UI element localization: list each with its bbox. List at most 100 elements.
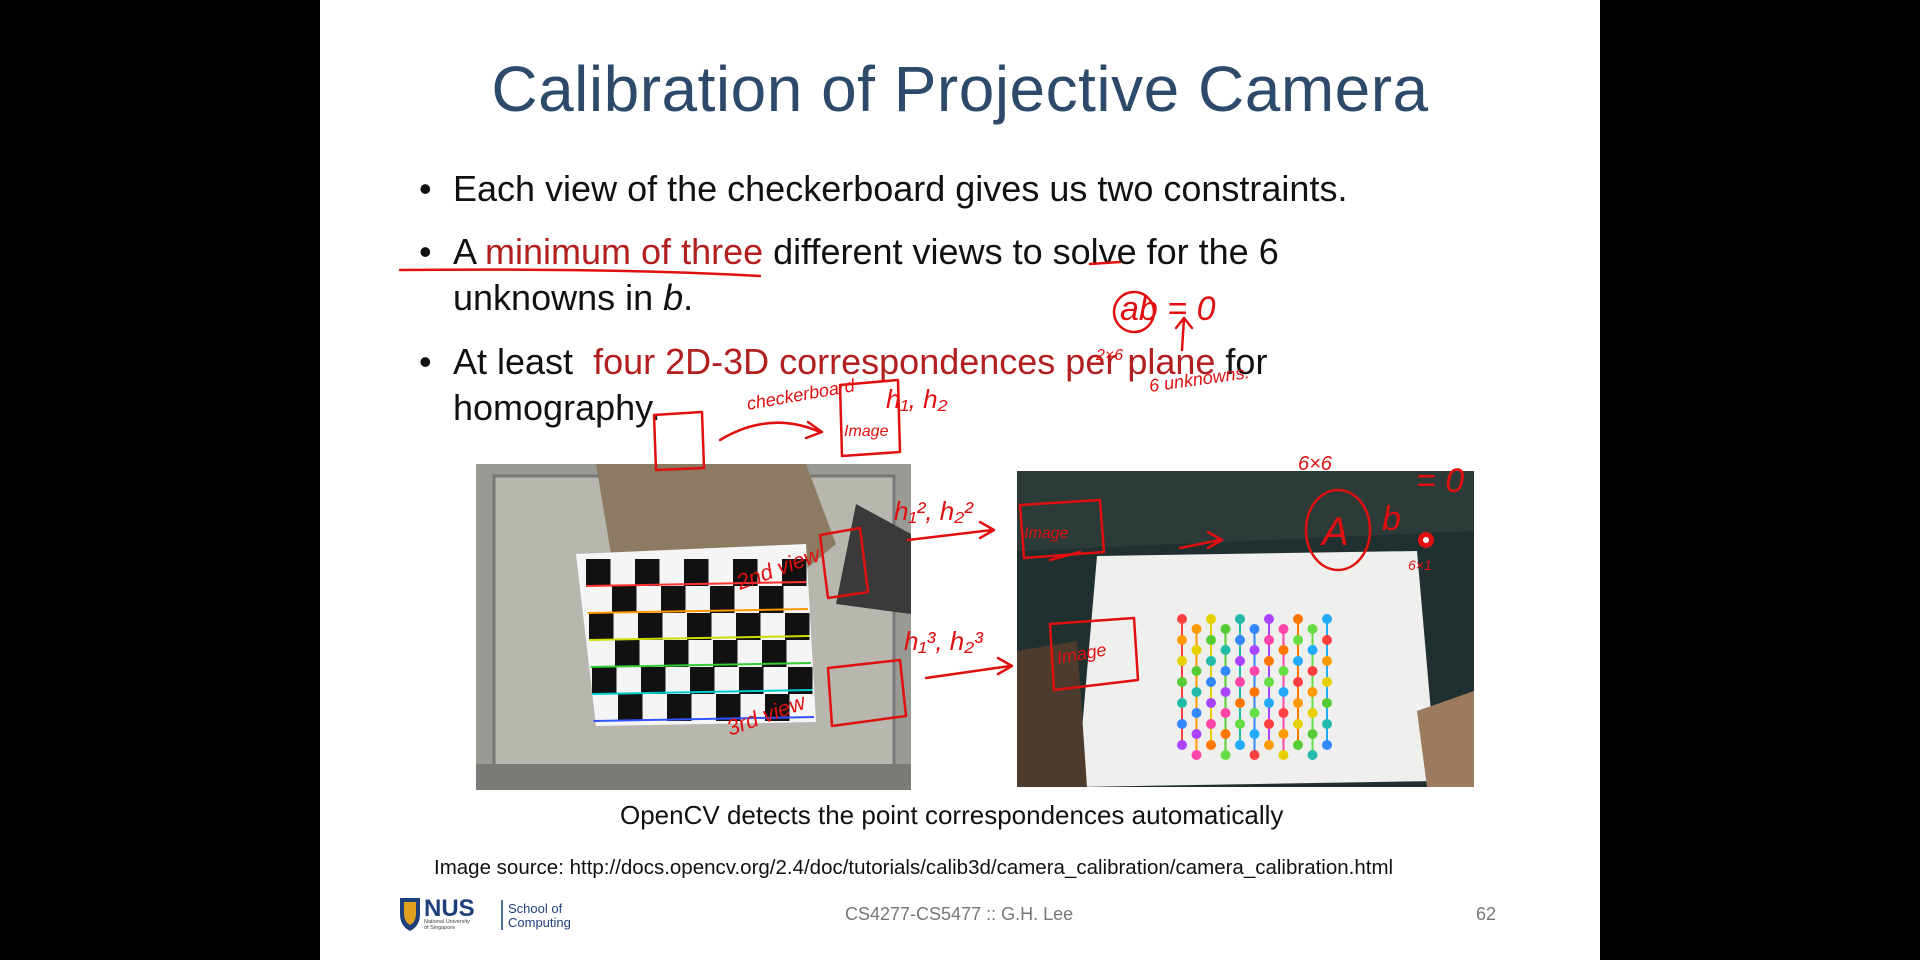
bullet-dot: • [419, 231, 432, 272]
checker-square [736, 613, 761, 640]
grid-point [1249, 687, 1260, 697]
grid-point [1278, 729, 1289, 739]
grid-point [1206, 677, 1216, 687]
bullet-dot: • [419, 168, 432, 209]
grid-point [1249, 666, 1260, 676]
grid-point [1307, 750, 1318, 760]
grid-point [1191, 624, 1202, 634]
checker-square [638, 613, 663, 640]
nus-crest-icon [400, 898, 503, 931]
grid-point [1177, 614, 1187, 624]
grid-point [1322, 698, 1332, 708]
grid-point [1191, 687, 1202, 697]
checkerboard-grid [585, 559, 815, 722]
bullet-1-text: Each view of the checkerboard gives us t… [453, 168, 1348, 209]
slide-title: Calibration of Projective Camera [491, 53, 1429, 125]
checker-square [684, 559, 709, 586]
footer-course: CS4277-CS5477 :: G.H. Lee [845, 904, 1074, 924]
bullet-2-b-var: b [663, 277, 684, 318]
school-line-2: Computing [508, 915, 571, 930]
bullet-2: • A minimum of three different views to … [419, 229, 1279, 321]
grid-point [1264, 719, 1274, 729]
grid-point [1264, 635, 1274, 645]
corner-row-line [588, 635, 810, 641]
bullet-2-highlight: minimum of three [485, 231, 764, 272]
grid-point [1206, 614, 1216, 624]
grid-point [1249, 645, 1260, 655]
image-source-url[interactable]: http://docs.opencv.org/2.4/doc/tutorials… [569, 856, 1394, 879]
grid-point [1293, 656, 1303, 666]
checker-square [615, 640, 640, 667]
grid-point [1322, 614, 1332, 624]
grid-point [1322, 740, 1332, 750]
grid-point [1322, 635, 1332, 645]
grid-point [1293, 698, 1303, 708]
corner-row-line [587, 608, 809, 614]
grid-point [1206, 656, 1216, 666]
bullet-2-text-b: different views to solve for the 6 [763, 231, 1279, 272]
grid-point [1293, 740, 1303, 750]
note-h1-3: h₁³, h₂³ [904, 626, 984, 656]
checker-square [618, 694, 643, 721]
grid-point [1177, 740, 1187, 750]
grid-point [1177, 698, 1187, 708]
circle-grid-photo [1017, 471, 1474, 787]
grid-point [1307, 729, 1318, 739]
checker-square [586, 559, 611, 586]
checker-square [612, 586, 637, 613]
checker-square [690, 667, 715, 694]
bullet-2-text-a: A [453, 231, 486, 272]
checker-square [661, 586, 686, 613]
figure-caption: OpenCV detects the point correspondences… [620, 800, 1284, 830]
grid-point [1249, 624, 1260, 634]
arrow-3 [924, 656, 1014, 680]
checker-square [592, 667, 617, 694]
grid-point [1235, 635, 1245, 645]
checker-square [713, 640, 738, 667]
grid-point [1235, 698, 1245, 708]
nus-subtitle-1: National University [424, 919, 470, 925]
arrow-2 [906, 520, 996, 542]
grid-point [1191, 729, 1202, 739]
grid-point [1235, 677, 1245, 687]
grid-point [1235, 740, 1245, 750]
grid-point [1220, 624, 1231, 634]
grid-point [1235, 656, 1245, 666]
grid-point [1278, 624, 1289, 634]
corner-row-line [593, 716, 815, 722]
grid-point [1220, 645, 1231, 655]
grid-point [1191, 750, 1202, 760]
checker-square [635, 559, 660, 586]
grid-point [1206, 698, 1216, 708]
grid-point [1264, 677, 1274, 687]
grid-point [1278, 645, 1289, 655]
grid-point [1307, 708, 1318, 718]
grid-point [1249, 708, 1260, 718]
checkerboard-photo [476, 464, 911, 790]
grid-point [1307, 645, 1318, 655]
bullet-3-text-a: At least [453, 341, 594, 382]
circle-grid-photo-art [1017, 471, 1474, 787]
checkerboard-photo-art [476, 464, 911, 790]
checker-square [664, 640, 689, 667]
grid-point [1293, 677, 1303, 687]
grid-point [1235, 614, 1245, 624]
grid-point [1235, 719, 1245, 729]
grid-point [1264, 740, 1274, 750]
grid-point [1293, 635, 1303, 645]
grid-point [1307, 624, 1318, 634]
grid-point [1293, 719, 1303, 729]
checker-square [589, 613, 614, 640]
checker-square [733, 559, 758, 586]
corner-row-line [590, 662, 812, 668]
grid-point [1220, 750, 1231, 760]
grid-point [1322, 719, 1332, 729]
grid-point [1177, 719, 1187, 729]
nus-soc-logo: NUS National University of Singapore Sch… [398, 894, 578, 934]
checker-square [641, 667, 666, 694]
grid-point [1293, 614, 1303, 624]
grid-point [1220, 708, 1231, 718]
grid-point [1307, 666, 1318, 676]
grid-point [1220, 666, 1231, 676]
bullet-3-text-b: for [1215, 341, 1268, 382]
